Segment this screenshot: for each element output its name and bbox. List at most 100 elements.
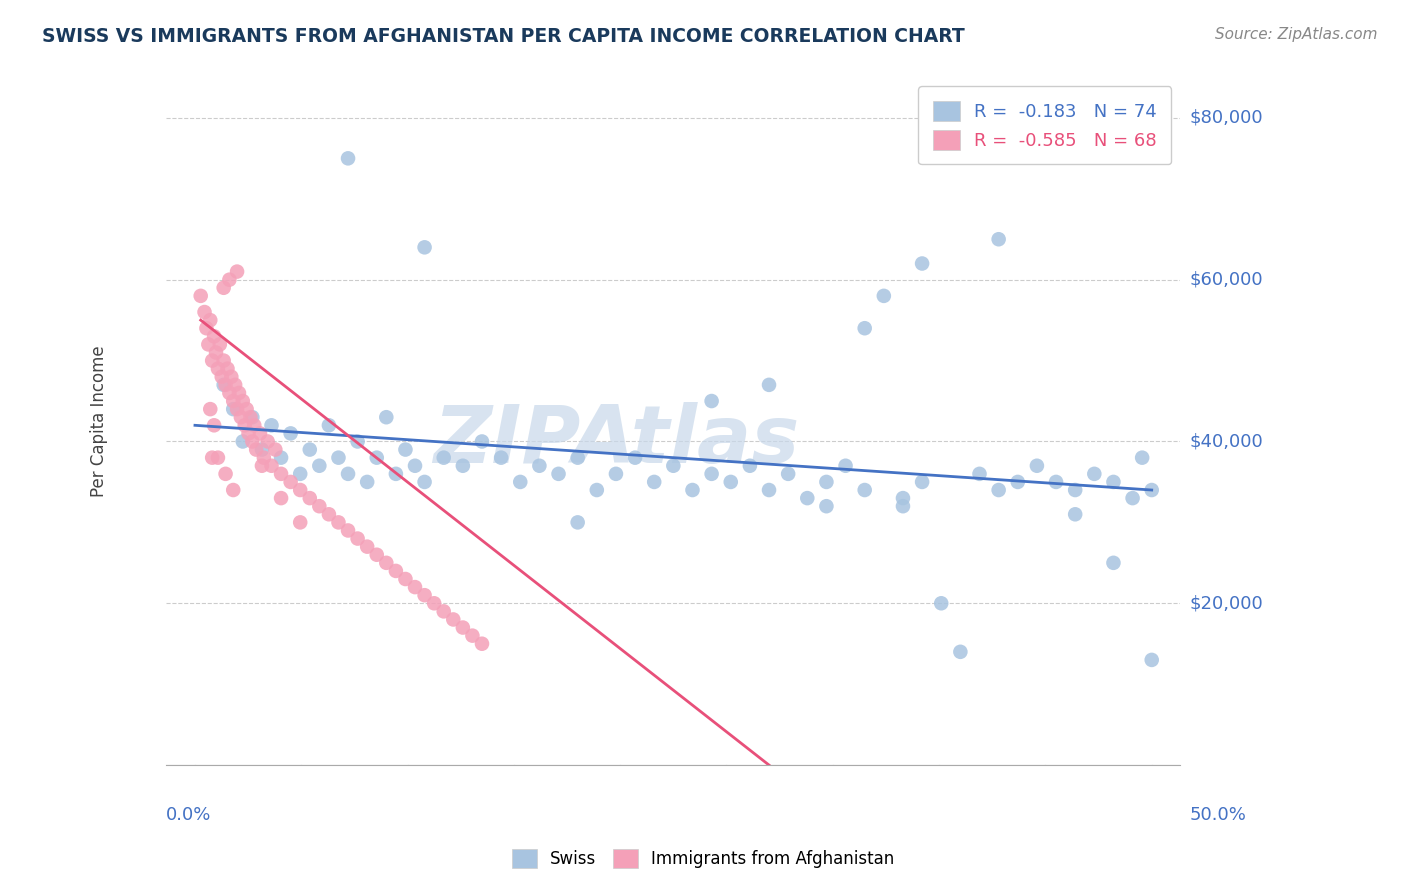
Point — [195, 321, 218, 335]
Text: $80,000: $80,000 — [1189, 109, 1264, 127]
Point — [328, 450, 350, 465]
Point — [208, 337, 231, 351]
Point — [290, 467, 312, 481]
Point — [207, 450, 229, 465]
Point — [911, 475, 934, 489]
Point — [441, 612, 464, 626]
Point — [200, 402, 222, 417]
Point — [239, 410, 262, 425]
Point — [290, 516, 312, 530]
Point — [423, 596, 446, 610]
Point — [1064, 483, 1087, 497]
Point — [624, 450, 647, 465]
Point — [891, 499, 914, 513]
Point — [221, 369, 243, 384]
Point — [385, 564, 408, 578]
Point — [1007, 475, 1029, 489]
Point — [758, 483, 780, 497]
Point — [243, 418, 266, 433]
Point — [1083, 467, 1105, 481]
Point — [509, 475, 531, 489]
Point — [202, 329, 225, 343]
Point — [211, 369, 233, 384]
Point — [205, 345, 228, 359]
Point — [433, 604, 456, 618]
Point — [366, 450, 388, 465]
Point — [290, 483, 312, 497]
Point — [346, 532, 368, 546]
Point — [337, 152, 360, 166]
Point — [929, 596, 952, 610]
Point — [217, 361, 239, 376]
Point — [567, 516, 589, 530]
Point — [308, 458, 330, 473]
Point — [250, 442, 273, 457]
Point — [280, 426, 302, 441]
Point — [222, 394, 245, 409]
Point — [222, 483, 245, 497]
Point — [969, 467, 991, 481]
Point — [298, 491, 321, 505]
Point — [207, 361, 229, 376]
Point — [720, 475, 742, 489]
Point — [1064, 508, 1087, 522]
Point — [394, 442, 416, 457]
Point — [585, 483, 607, 497]
Point — [229, 410, 252, 425]
Point — [385, 467, 408, 481]
Text: $60,000: $60,000 — [1189, 270, 1264, 289]
Point — [987, 483, 1010, 497]
Point — [489, 450, 512, 465]
Point — [201, 450, 224, 465]
Point — [270, 467, 292, 481]
Point — [356, 540, 378, 554]
Point — [226, 402, 249, 417]
Point — [662, 458, 685, 473]
Point — [778, 467, 800, 481]
Text: Source: ZipAtlas.com: Source: ZipAtlas.com — [1215, 27, 1378, 42]
Point — [375, 556, 398, 570]
Point — [212, 377, 235, 392]
Text: $40,000: $40,000 — [1189, 433, 1264, 450]
Point — [238, 426, 260, 441]
Point — [461, 629, 484, 643]
Point — [738, 458, 761, 473]
Point — [240, 434, 263, 449]
Point — [700, 467, 723, 481]
Point — [873, 289, 896, 303]
Point — [413, 475, 436, 489]
Point — [567, 450, 589, 465]
Point — [270, 491, 292, 505]
Legend: Swiss, Immigrants from Afghanistan: Swiss, Immigrants from Afghanistan — [505, 843, 901, 875]
Point — [201, 353, 224, 368]
Point — [451, 621, 474, 635]
Point — [218, 386, 240, 401]
Point — [815, 475, 838, 489]
Point — [356, 475, 378, 489]
Point — [245, 442, 267, 457]
Point — [404, 458, 426, 473]
Point — [226, 264, 249, 278]
Point — [200, 313, 222, 327]
Point — [202, 418, 225, 433]
Point — [264, 442, 287, 457]
Point — [256, 434, 278, 449]
Point — [834, 458, 856, 473]
Point — [233, 418, 256, 433]
Text: Per Capita Income: Per Capita Income — [90, 345, 108, 497]
Point — [1045, 475, 1067, 489]
Point — [298, 442, 321, 457]
Point — [471, 434, 494, 449]
Point — [253, 450, 276, 465]
Point — [249, 426, 271, 441]
Point — [471, 637, 494, 651]
Point — [232, 434, 254, 449]
Point — [337, 524, 360, 538]
Point — [1140, 653, 1163, 667]
Point — [758, 377, 780, 392]
Point — [375, 410, 398, 425]
Text: $20,000: $20,000 — [1189, 594, 1264, 612]
Point — [250, 458, 273, 473]
Point — [1025, 458, 1047, 473]
Point — [212, 353, 235, 368]
